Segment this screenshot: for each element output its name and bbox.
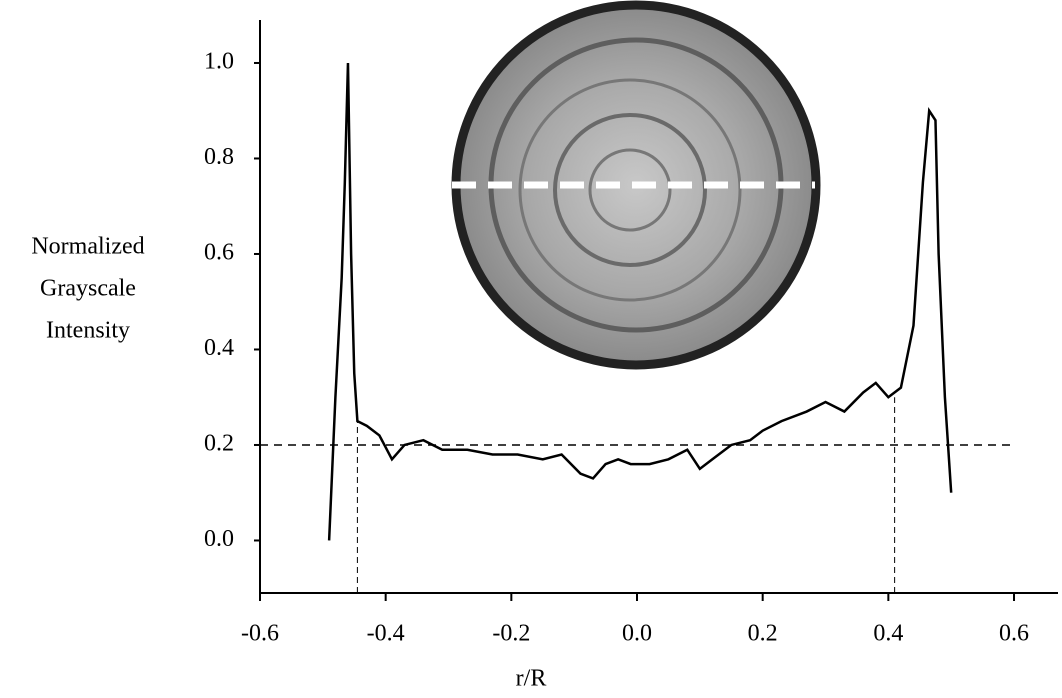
data-line bbox=[327, 62, 953, 541]
x-tick-label: -0.6 bbox=[241, 621, 279, 647]
y-tick-label: 0.2 bbox=[204, 430, 234, 456]
x-tick-label: 0.6 bbox=[999, 621, 1029, 647]
y-axis-label: Intensity bbox=[46, 318, 130, 344]
y-tick-label: 1.0 bbox=[204, 48, 234, 74]
y-axis-label: Normalized bbox=[31, 234, 144, 260]
x-tick-label: 0.4 bbox=[873, 621, 903, 647]
x-tick-label: 0.2 bbox=[748, 621, 778, 647]
x-tick-label: 0.0 bbox=[622, 621, 652, 647]
y-tick-label: 0.6 bbox=[204, 239, 234, 265]
x-tick-label: -0.4 bbox=[367, 621, 405, 647]
x-tick-label: -0.2 bbox=[492, 621, 530, 647]
y-tick-label: 0.4 bbox=[204, 335, 234, 361]
x-axis-label: r/R bbox=[516, 666, 547, 692]
inset-image bbox=[451, 0, 821, 370]
y-axis-label: Grayscale bbox=[40, 276, 136, 302]
y-tick-label: 0.8 bbox=[204, 144, 234, 170]
y-tick-label: 0.0 bbox=[204, 526, 234, 552]
